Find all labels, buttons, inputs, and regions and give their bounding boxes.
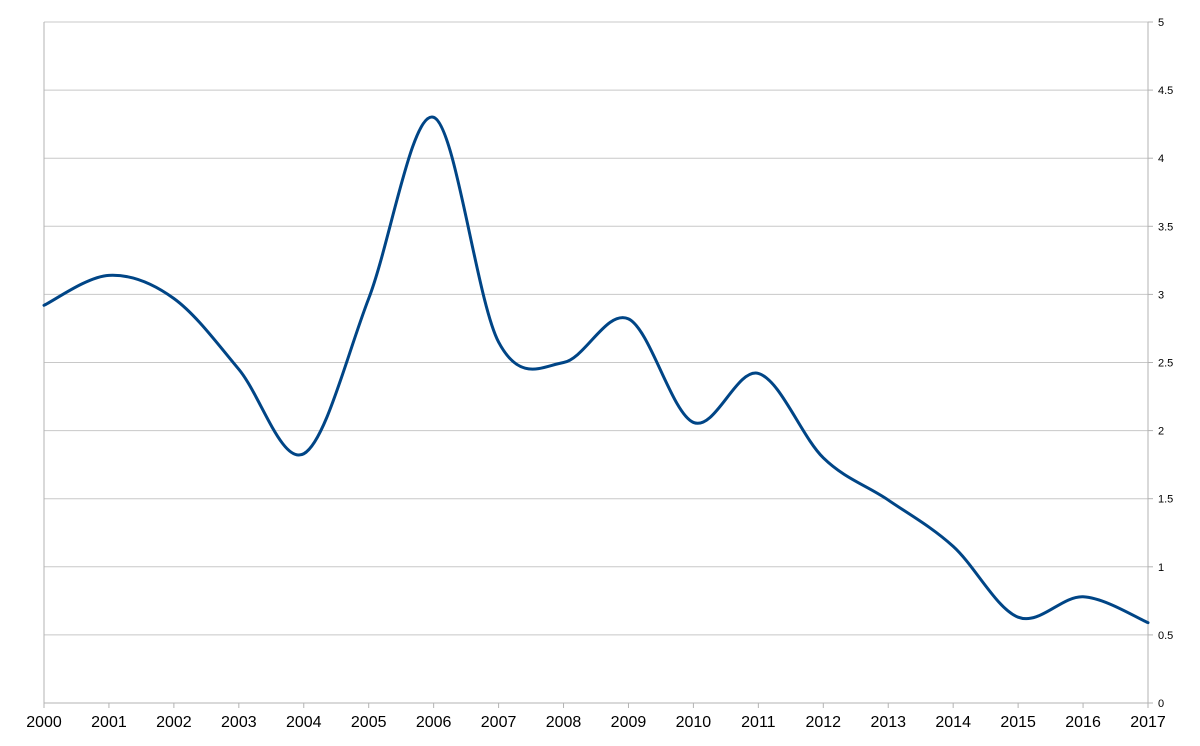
x-tick-label: 2000	[26, 714, 62, 731]
x-tick-label: 2006	[416, 714, 452, 731]
x-tick-label: 2017	[1130, 714, 1166, 731]
y-tick-label: 1.5	[1158, 494, 1173, 506]
y-tick-label: 3.5	[1158, 221, 1173, 233]
x-tick-label: 2012	[805, 714, 841, 731]
x-tick-label: 2010	[676, 714, 712, 731]
y-tick-label: 1	[1158, 562, 1164, 574]
y-tick-label: 2.5	[1158, 358, 1173, 370]
x-tick-label: 2005	[351, 714, 387, 731]
series	[42, 115, 1150, 625]
x-axis-tick-labels: 2000 2001 2002 2003 2004 2005 2006 2007 2008 2009…	[26, 714, 1166, 731]
x-tick-label: 2016	[1065, 714, 1101, 731]
x-tick-label: 2014	[935, 714, 971, 731]
y-tick-label: 5	[1158, 17, 1164, 29]
y-tick-label: 3	[1158, 289, 1164, 301]
y-tick-label: 4.5	[1158, 85, 1173, 97]
x-tick-label: 2002	[156, 714, 192, 731]
x-tick-label: 2007	[481, 714, 517, 731]
x-tick-label: 2015	[1000, 714, 1036, 731]
y-tick-label: 4	[1158, 153, 1164, 165]
y-axis-tick-labels: 0 0.5 1 1.5 2 2.5 3 3.5 4 4.5 5	[1158, 17, 1173, 710]
y-tick-label: 2	[1158, 426, 1164, 438]
y-tick-label: 0	[1158, 698, 1164, 710]
x-tick-label: 2001	[91, 714, 127, 731]
x-tick-label: 2009	[611, 714, 647, 731]
x-tick-label: 2003	[221, 714, 257, 731]
x-tick-label: 2011	[741, 714, 776, 731]
x-tick-label: 2013	[870, 714, 906, 731]
x-tick-label: 2008	[546, 714, 582, 731]
x-tick-label: 2004	[286, 714, 322, 731]
gridlines	[44, 21, 1148, 636]
series-line-0	[42, 115, 1150, 625]
axes	[43, 21, 1153, 708]
y-tick-label: 0.5	[1158, 630, 1173, 642]
